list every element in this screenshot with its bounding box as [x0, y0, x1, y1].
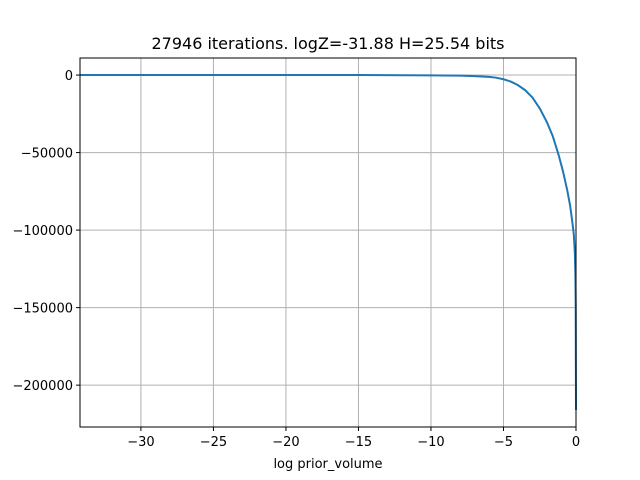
x-tick-label: −5	[494, 435, 513, 450]
y-tick-label: −200000	[12, 379, 73, 394]
plot-frame	[79, 57, 577, 428]
y-tick-label: 0	[65, 69, 73, 84]
y-tick-label: −50000	[21, 147, 73, 162]
axis-ticks: −30 −25 −20 −15 −10 −5 0 0 −50000 −100000 −150000 −…	[12, 69, 580, 450]
x-tick-label: −25	[200, 435, 227, 450]
y-tick-label: −150000	[12, 302, 73, 317]
x-tick-label: −30	[127, 435, 154, 450]
x-axis-label: log prior_volume	[273, 457, 382, 472]
x-tick-label: −10	[417, 435, 444, 450]
series-line	[80, 74, 577, 410]
chart-title: 27946 iterations. logZ=-31.88 H=25.54 bi…	[151, 34, 504, 53]
grid-lines	[80, 58, 577, 427]
x-tick-label: 0	[572, 435, 580, 450]
x-tick-label: −20	[272, 435, 299, 450]
series-layer	[80, 74, 577, 410]
x-tick-label: −15	[345, 435, 372, 450]
y-tick-label: −100000	[12, 224, 73, 239]
